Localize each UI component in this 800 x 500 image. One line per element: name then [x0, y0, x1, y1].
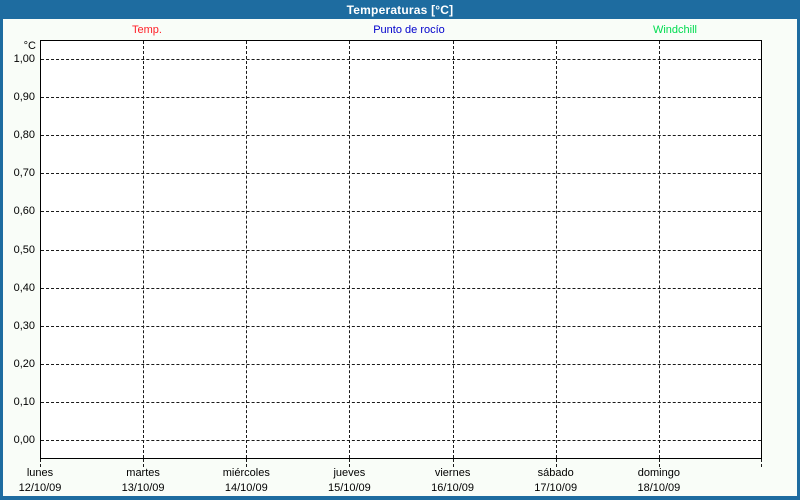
- y-gridline: [41, 173, 761, 175]
- x-day-name: miércoles: [222, 467, 270, 479]
- y-tick-label: 0,60: [13, 205, 35, 218]
- chart-title: Temperaturas [°C]: [346, 2, 454, 17]
- y-tick-label: 0,90: [13, 91, 35, 104]
- y-tick-label: 0,50: [13, 243, 35, 256]
- x-gridline: [452, 41, 454, 458]
- frame-right-border: [797, 19, 800, 500]
- x-axis-tick: [658, 459, 660, 467]
- legend-item-temp: Temp.: [132, 24, 162, 36]
- x-axis-tick: [246, 459, 248, 467]
- y-tick-label: 0,80: [13, 129, 35, 142]
- y-tick-label: 0,10: [13, 395, 35, 408]
- y-gridline: [41, 249, 761, 251]
- x-day-label: domingo 18/10/09: [611, 466, 707, 495]
- y-gridline: [41, 440, 761, 441]
- x-day-name: domingo: [637, 467, 680, 479]
- x-day-date: 13/10/09: [121, 482, 165, 494]
- legend-item-windchill: Windchill: [652, 24, 697, 36]
- x-axis-tick: [40, 459, 41, 467]
- x-day-date: 15/10/09: [327, 482, 371, 494]
- plot-area: [40, 40, 762, 459]
- y-tick-label: 0,00: [13, 434, 35, 446]
- x-day-label: miércoles 14/10/09: [198, 466, 294, 495]
- x-day-label: viernes 16/10/09: [405, 466, 501, 495]
- x-day-label: lunes 12/10/09: [0, 466, 88, 495]
- y-gridline: [41, 287, 761, 289]
- x-day-name: sábado: [537, 467, 574, 479]
- x-axis-tick: [761, 459, 762, 467]
- y-gridline: [41, 135, 761, 137]
- x-axis-tick: [143, 459, 145, 467]
- x-gridline: [555, 41, 557, 458]
- x-day-label: jueves 15/10/09: [301, 466, 397, 495]
- x-gridline: [349, 41, 351, 458]
- x-day-label: sábado 17/10/09: [508, 466, 604, 495]
- x-day-date: 17/10/09: [534, 482, 578, 494]
- x-day-date: 12/10/09: [18, 482, 62, 494]
- x-axis-tick: [349, 459, 351, 467]
- x-day-name: lunes: [26, 467, 54, 479]
- x-gridline: [246, 41, 248, 458]
- y-gridline: [41, 97, 761, 99]
- legend-item-dew-point: Punto de rocío: [373, 24, 445, 36]
- y-gridline: [41, 401, 761, 403]
- y-gridline: [41, 325, 761, 327]
- frame-left-border: [0, 19, 3, 500]
- y-tick-label: 0,20: [13, 357, 35, 370]
- x-axis-tick: [452, 459, 454, 467]
- frame-bottom-border: [0, 496, 800, 500]
- y-gridline: [41, 363, 761, 365]
- x-day-name: viernes: [434, 467, 471, 479]
- x-day-name: martes: [126, 467, 160, 479]
- x-gridline: [143, 41, 145, 458]
- y-tick-label: 0,30: [13, 319, 35, 332]
- x-day-date: 18/10/09: [637, 482, 681, 494]
- x-day-date: 16/10/09: [431, 482, 474, 494]
- x-axis-tick: [555, 459, 557, 467]
- y-tick-label: 0,70: [13, 167, 35, 180]
- x-day-label: martes 13/10/09: [95, 466, 191, 495]
- y-gridline: [41, 59, 761, 60]
- title-bar: Temperaturas [°C]: [0, 0, 800, 19]
- x-gridline: [658, 41, 660, 458]
- y-axis-unit-label: °C: [23, 40, 36, 52]
- x-day-name: jueves: [333, 467, 366, 479]
- y-tick-label: 0,40: [13, 281, 35, 294]
- y-gridline: [41, 211, 761, 213]
- y-tick-label: 1,00: [13, 53, 35, 65]
- x-day-date: 14/10/09: [224, 482, 268, 494]
